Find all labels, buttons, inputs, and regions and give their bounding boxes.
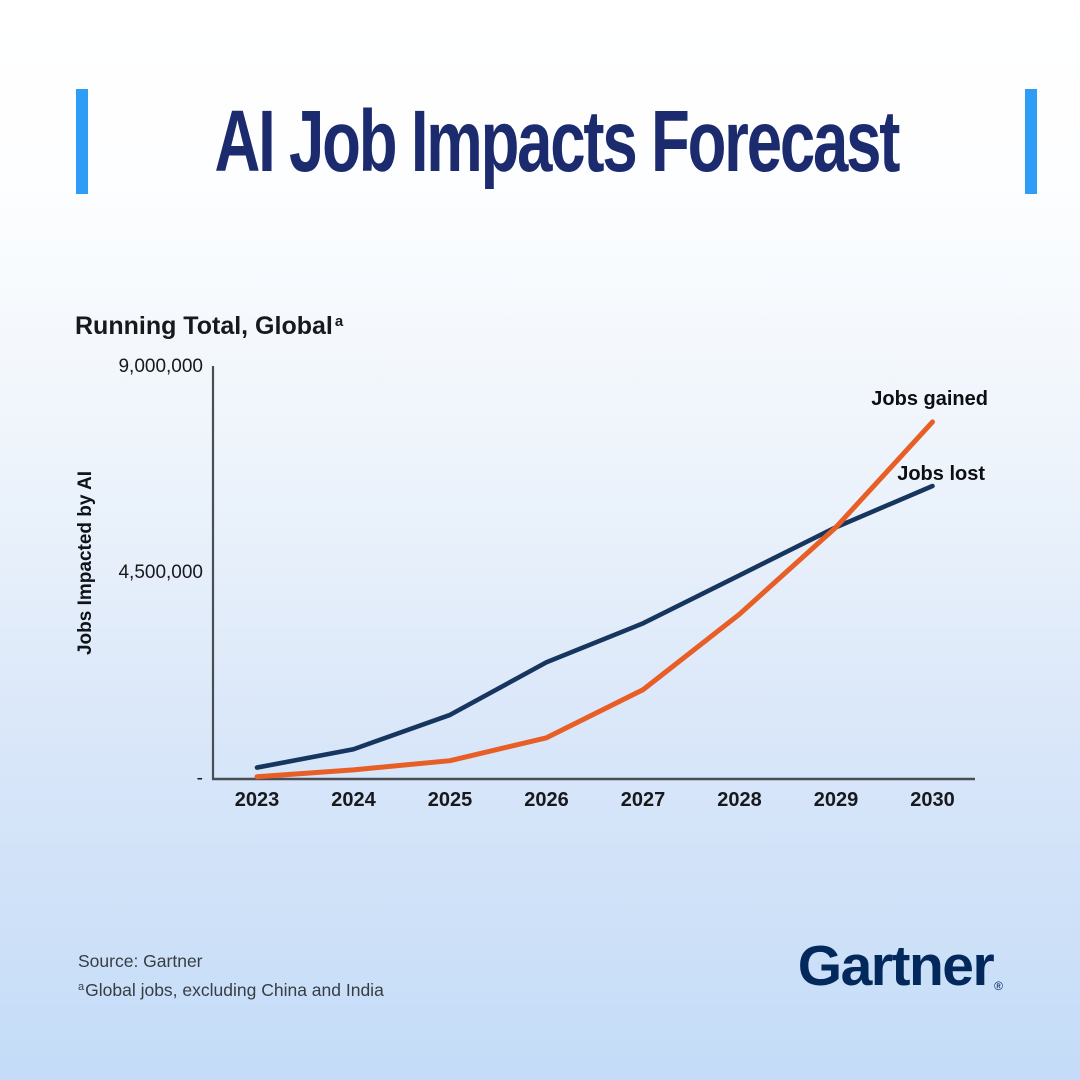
header-accent-bar-left (76, 88, 88, 194)
y-axis-tick-label: - (196, 768, 203, 789)
x-axis-label: 2030 (910, 789, 955, 811)
x-axis-label: 2028 (717, 789, 762, 811)
jobs-lost-line (254, 483, 935, 770)
y-axis-tick-label: 9,000,000 (118, 356, 203, 377)
chart-subtitle-superscript: a (334, 313, 344, 330)
footnote-superscript: a (78, 981, 85, 993)
x-axis-label: 2023 (234, 789, 280, 811)
header: AI Job Impacts Forecast (76, 88, 1037, 194)
source-block: Source: Gartner aGlobal jobs, excluding … (78, 948, 384, 1003)
jobs-gained-line (254, 419, 935, 780)
gartner-logo-text: Gartner (797, 934, 995, 998)
source-text: Source: Gartner (78, 951, 203, 971)
chart-subtitle: Running Total, Global a (75, 312, 343, 341)
page-title: AI Job Impacts Forecast (214, 92, 900, 190)
title-wrap: AI Job Impacts Forecast (88, 88, 1025, 194)
header-accent-bar-right (1024, 88, 1037, 194)
series-label-jobs-gained: Jobs gained (871, 388, 988, 410)
footnote-text: aGlobal jobs, excluding China and India (78, 980, 384, 1000)
x-axis-label: 2029 (813, 789, 859, 811)
registered-trademark-icon: ® (994, 979, 1003, 993)
chart-subtitle-text: Running Total, Global (75, 312, 333, 340)
x-axis-label: 2025 (427, 789, 473, 811)
x-axis-label: 2027 (620, 789, 666, 811)
x-axis-label: 2026 (524, 789, 569, 811)
x-axis-label: 2024 (331, 789, 376, 811)
y-axis-tick-label: 4,500,000 (118, 562, 203, 583)
series-label-jobs-lost: Jobs lost (897, 463, 985, 485)
gartner-logo: Gartner ® (798, 938, 1003, 995)
